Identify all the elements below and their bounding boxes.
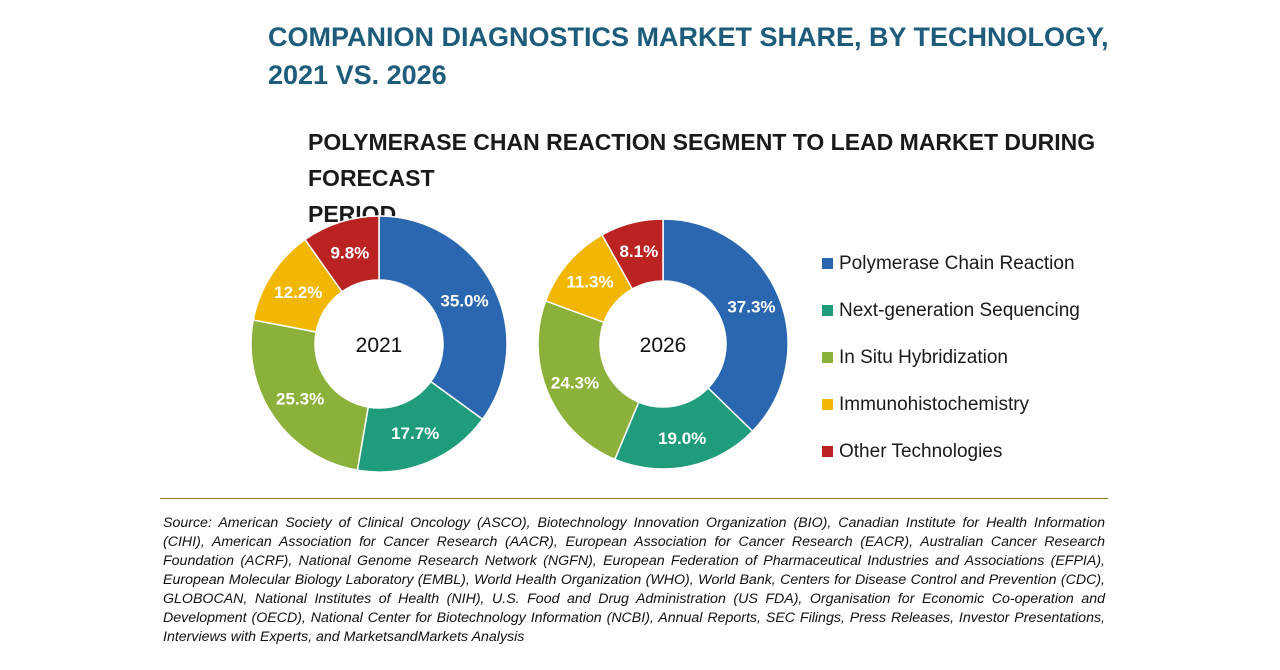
legend-item: Next-generation Sequencing (822, 287, 1080, 334)
data-label: 37.3% (727, 298, 775, 317)
data-label: 25.3% (276, 390, 324, 409)
legend-label: In Situ Hybridization (839, 346, 1008, 368)
donut-slice (250, 319, 370, 472)
data-label: 35.0% (440, 291, 488, 310)
legend-swatch (822, 258, 833, 269)
data-label: 11.3% (566, 273, 613, 292)
data-label: 12.2% (274, 283, 322, 302)
donut-slice (356, 380, 484, 473)
chart-subtitle-line-1: POLYMERASE CHAN REACTION SEGMENT TO LEAD… (308, 129, 1096, 191)
legend-item: In Situ Hybridization (822, 334, 1080, 381)
data-label: 19.0% (658, 429, 706, 448)
donut-center-label: 2021 (356, 334, 403, 357)
legend-swatch (822, 305, 833, 316)
source-note: Source: American Society of Clinical Onc… (163, 515, 1105, 645)
donut-slice (378, 215, 508, 421)
donut-slice (613, 386, 754, 470)
legend-item: Other Technologies (822, 428, 1080, 475)
divider (160, 498, 1108, 499)
legend-label: Other Technologies (839, 440, 1003, 462)
chart-title-line-1: COMPANION DIAGNOSTICS MARKET SHARE, BY T… (268, 22, 1109, 52)
legend-item: Polymerase Chain Reaction (822, 240, 1080, 287)
legend-label: Next-generation Sequencing (839, 299, 1080, 321)
donut-2021: 35.0% 17.7% 25.3% 12.2% 9.8% 2021 (250, 215, 508, 473)
data-label: 8.1% (619, 242, 658, 261)
legend-label: Immunohistochemistry (839, 393, 1030, 415)
chart-title: COMPANION DIAGNOSTICS MARKET SHARE, BY T… (268, 18, 1168, 94)
chart-title-line-2: 2021 VS. 2026 (268, 60, 447, 90)
data-label: 24.3% (551, 373, 599, 392)
donut-slice (662, 218, 789, 433)
legend-label: Polymerase Chain Reaction (839, 252, 1075, 274)
donut-slice (537, 299, 640, 461)
data-label: 9.8% (331, 244, 370, 263)
donut-center-label: 2026 (640, 334, 687, 357)
data-label: 17.7% (391, 424, 439, 443)
legend-swatch (822, 446, 833, 457)
legend-swatch (822, 352, 833, 363)
donut-slice (601, 218, 664, 291)
donut-2026: 37.3% 19.0% 24.3% 11.3% 8.1% 2026 (537, 218, 789, 470)
chart-legend: Polymerase Chain Reaction Next-generatio… (822, 240, 1080, 475)
legend-swatch (822, 399, 833, 410)
donut-slice (304, 215, 380, 293)
legend-item: Immunohistochemistry (822, 381, 1080, 428)
